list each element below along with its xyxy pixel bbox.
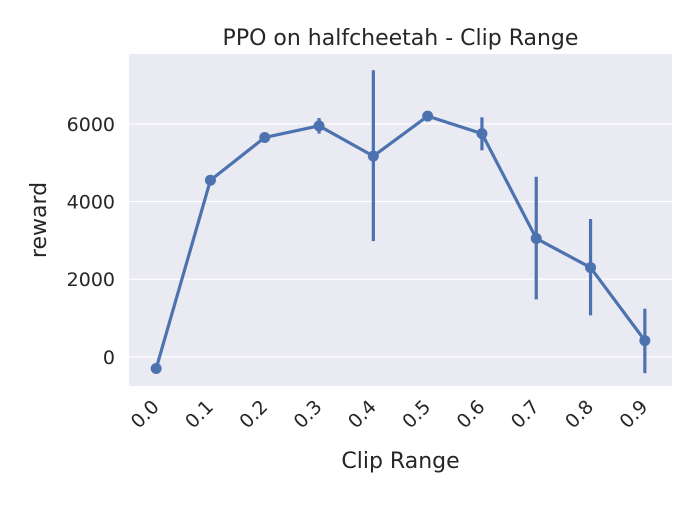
data-point (367, 150, 379, 162)
y-axis-label: reward (27, 182, 52, 258)
data-point (530, 232, 542, 244)
data-point (259, 131, 271, 143)
x-tick-label: 0.8 (561, 396, 598, 433)
y-tick-label: 0 (103, 347, 115, 369)
series-line (154, 114, 647, 369)
x-tick-label: 0.3 (290, 396, 327, 433)
data-point (639, 335, 651, 347)
y-tick-label: 4000 (67, 192, 115, 214)
x-tick-label: 0.6 (453, 396, 490, 433)
x-tick-label: 0.5 (398, 396, 435, 433)
x-tick-label: 0.1 (181, 396, 218, 433)
x-tick-label: 0.7 (507, 396, 544, 433)
plot-area (129, 54, 672, 386)
data-point (150, 363, 162, 375)
grid-lines (129, 123, 672, 358)
x-tick-label: 0.2 (235, 396, 272, 433)
y-tick-labels: 0 2000 4000 6000 (67, 114, 115, 369)
x-tick-label: 0.4 (344, 396, 381, 433)
x-axis-label: Clip Range (341, 449, 459, 474)
x-tick-labels: 0.0 0.1 0.2 0.3 0.4 0.5 0.6 0.7 0.8 0.9 (127, 396, 653, 433)
data-point (476, 128, 488, 140)
y-tick-label: 6000 (67, 114, 115, 136)
data-point (585, 262, 597, 274)
data-point (204, 174, 216, 186)
data-points (150, 110, 651, 375)
y-tick-label: 2000 (67, 269, 115, 291)
data-point (422, 110, 434, 122)
chart-title: PPO on halfcheetah - Clip Range (223, 26, 579, 51)
data-point (313, 120, 325, 132)
x-tick-label: 0.0 (127, 396, 164, 433)
x-tick-label: 0.9 (615, 396, 652, 433)
